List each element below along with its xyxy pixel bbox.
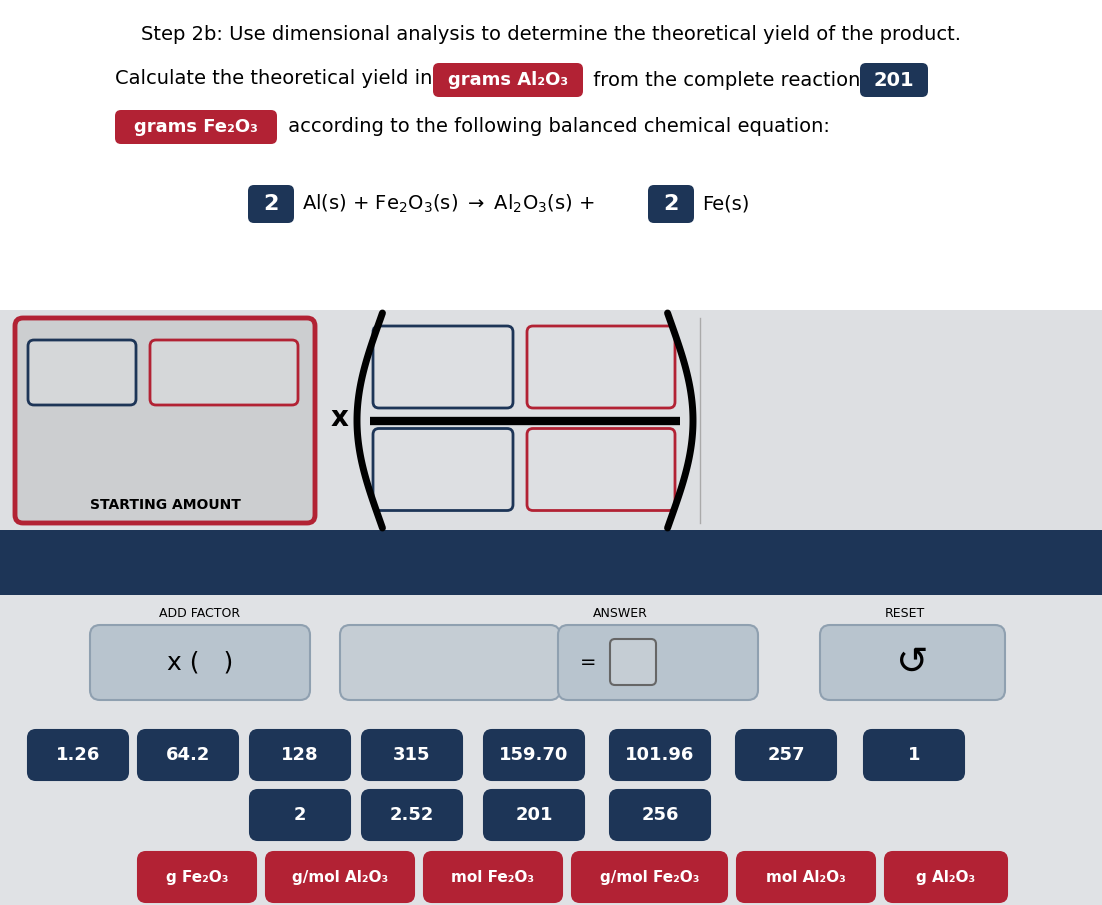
FancyBboxPatch shape	[572, 852, 727, 902]
FancyBboxPatch shape	[372, 428, 514, 510]
Text: Step 2b: Use dimensional analysis to determine the theoretical yield of the prod: Step 2b: Use dimensional analysis to det…	[141, 25, 961, 44]
Text: 2: 2	[263, 194, 279, 214]
FancyBboxPatch shape	[250, 790, 350, 840]
FancyBboxPatch shape	[885, 852, 1007, 902]
Text: Fe(s): Fe(s)	[702, 195, 749, 214]
FancyBboxPatch shape	[527, 428, 676, 510]
Text: 64.2: 64.2	[165, 746, 210, 764]
FancyBboxPatch shape	[266, 852, 414, 902]
Text: 201: 201	[874, 71, 915, 90]
Text: RESET: RESET	[885, 607, 925, 620]
Text: Calculate the theoretical yield in: Calculate the theoretical yield in	[115, 70, 439, 89]
Text: 2: 2	[294, 806, 306, 824]
Text: grams Fe₂O₃: grams Fe₂O₃	[134, 118, 258, 136]
Text: according to the following balanced chemical equation:: according to the following balanced chem…	[282, 118, 830, 137]
Bar	[0, 530, 1102, 595]
Text: =: =	[580, 653, 596, 672]
FancyBboxPatch shape	[558, 625, 758, 700]
Text: g/mol Fe₂O₃: g/mol Fe₂O₃	[599, 870, 700, 884]
Text: g/mol Al₂O₃: g/mol Al₂O₃	[292, 870, 388, 884]
Text: 1.26: 1.26	[56, 746, 100, 764]
FancyBboxPatch shape	[611, 639, 656, 685]
FancyBboxPatch shape	[150, 340, 298, 405]
FancyBboxPatch shape	[28, 730, 128, 780]
Text: g Fe₂O₃: g Fe₂O₃	[165, 870, 228, 884]
Text: x (   ): x ( )	[166, 651, 234, 674]
FancyBboxPatch shape	[138, 730, 238, 780]
Bar	[0, 0, 1102, 530]
Text: 2: 2	[663, 194, 679, 214]
FancyBboxPatch shape	[736, 730, 836, 780]
Text: grams Al₂O₃: grams Al₂O₃	[447, 71, 568, 89]
Text: mol Fe₂O₃: mol Fe₂O₃	[452, 870, 534, 884]
Text: 101.96: 101.96	[625, 746, 694, 764]
FancyBboxPatch shape	[433, 63, 583, 97]
Text: ADD FACTOR: ADD FACTOR	[160, 607, 240, 620]
Text: 315: 315	[393, 746, 431, 764]
FancyBboxPatch shape	[424, 852, 562, 902]
FancyBboxPatch shape	[361, 790, 462, 840]
FancyBboxPatch shape	[90, 625, 310, 700]
FancyBboxPatch shape	[820, 625, 1005, 700]
FancyBboxPatch shape	[484, 790, 584, 840]
FancyBboxPatch shape	[737, 852, 875, 902]
FancyBboxPatch shape	[372, 326, 514, 408]
Text: 256: 256	[641, 806, 679, 824]
FancyBboxPatch shape	[250, 730, 350, 780]
Text: 159.70: 159.70	[499, 746, 569, 764]
FancyBboxPatch shape	[248, 185, 294, 223]
FancyBboxPatch shape	[648, 185, 694, 223]
Text: ↺: ↺	[896, 643, 928, 681]
Bar	[0, 595, 1102, 905]
FancyBboxPatch shape	[28, 340, 136, 405]
FancyBboxPatch shape	[860, 63, 928, 97]
Text: x: x	[331, 404, 349, 432]
Text: ANSWER: ANSWER	[593, 607, 648, 620]
FancyBboxPatch shape	[138, 852, 256, 902]
Text: 2.52: 2.52	[390, 806, 434, 824]
Text: mol Al₂O₃: mol Al₂O₃	[766, 870, 846, 884]
FancyBboxPatch shape	[115, 110, 277, 144]
Text: from the complete reaction of: from the complete reaction of	[587, 71, 892, 90]
FancyBboxPatch shape	[864, 730, 964, 780]
FancyBboxPatch shape	[341, 625, 560, 700]
FancyBboxPatch shape	[611, 730, 710, 780]
FancyBboxPatch shape	[15, 318, 315, 523]
FancyBboxPatch shape	[361, 730, 462, 780]
Text: Al(s) + Fe$_2$O$_3$(s) $\rightarrow$ Al$_2$O$_3$(s) +: Al(s) + Fe$_2$O$_3$(s) $\rightarrow$ Al$…	[302, 193, 597, 215]
FancyBboxPatch shape	[611, 790, 710, 840]
Text: 257: 257	[767, 746, 804, 764]
Text: STARTING AMOUNT: STARTING AMOUNT	[89, 498, 240, 512]
Text: 1: 1	[908, 746, 920, 764]
FancyBboxPatch shape	[484, 730, 584, 780]
FancyBboxPatch shape	[527, 326, 676, 408]
Text: g Al₂O₃: g Al₂O₃	[917, 870, 975, 884]
Text: 201: 201	[516, 806, 553, 824]
Bar	[0, 310, 1102, 530]
Text: 128: 128	[281, 746, 318, 764]
